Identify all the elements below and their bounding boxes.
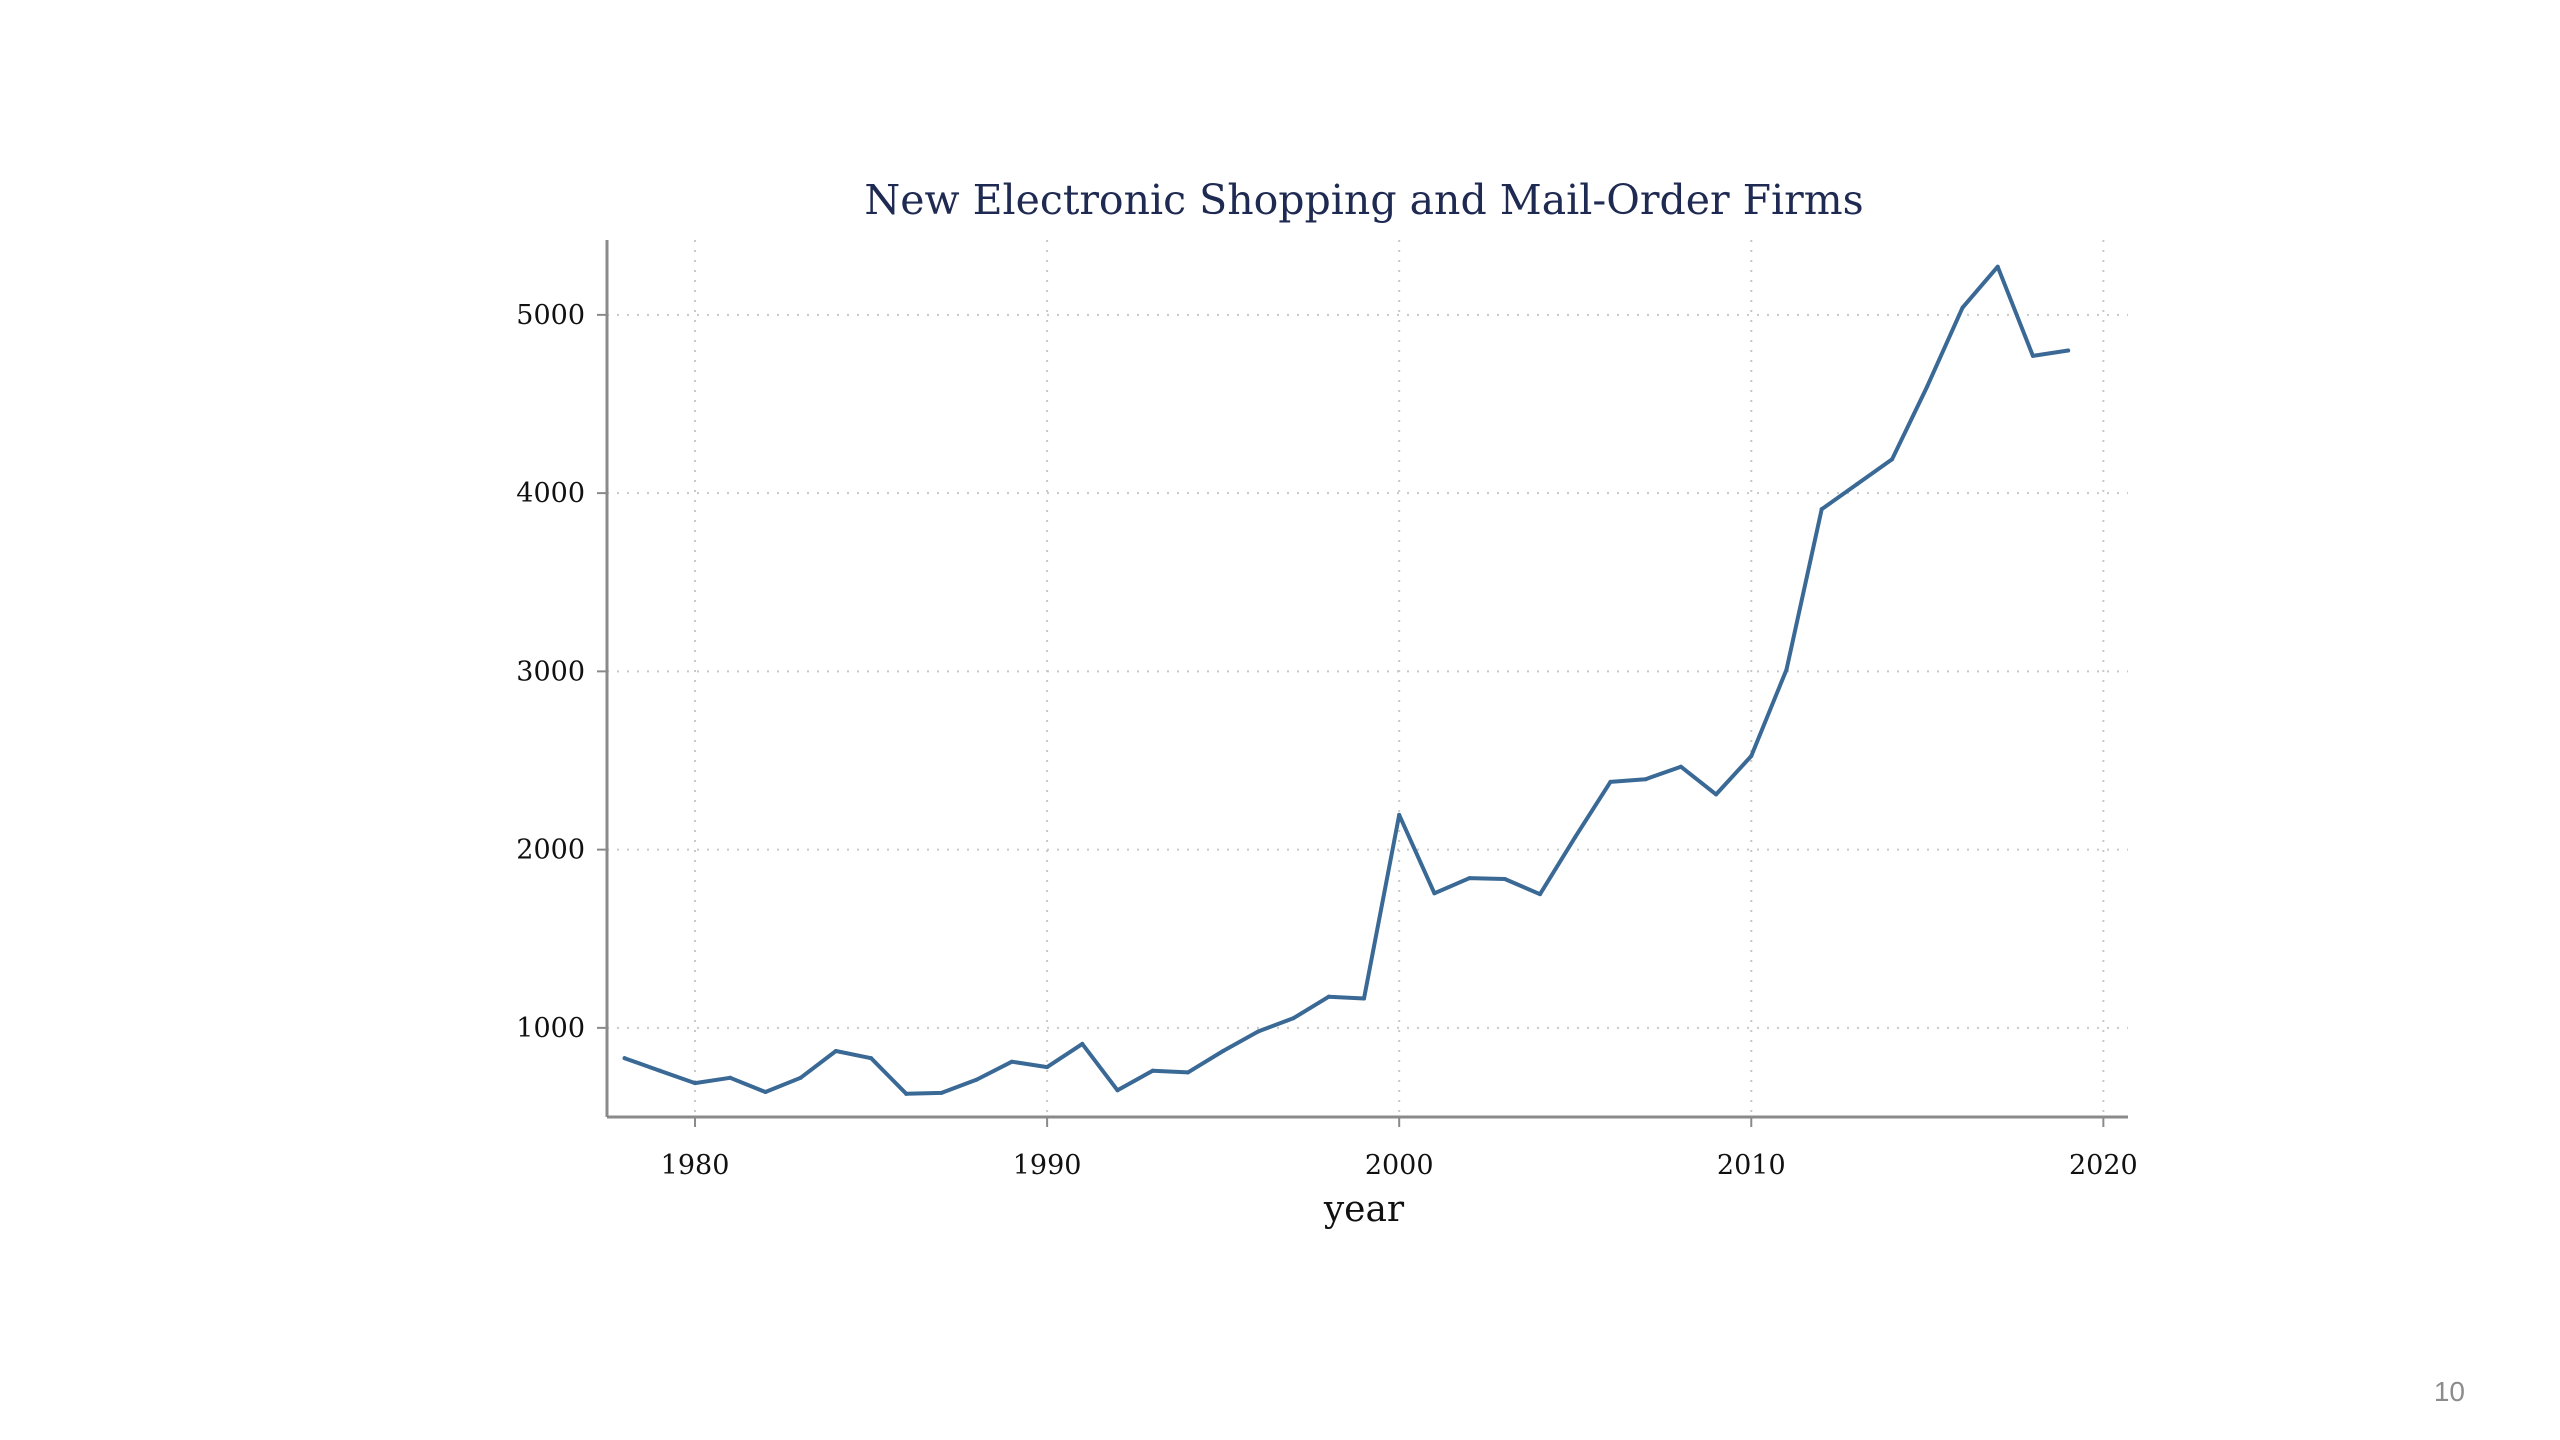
x-tick-label: 2000 <box>1365 1150 1434 1181</box>
data-point <box>904 1091 909 1096</box>
data-point <box>1291 1016 1296 1021</box>
data-point <box>833 1049 838 1054</box>
data-point <box>1890 457 1895 462</box>
data-point <box>1749 754 1754 759</box>
data-point <box>657 1068 662 1073</box>
data-point <box>1115 1088 1120 1093</box>
data-point <box>1432 891 1437 896</box>
data-point <box>1960 305 1965 310</box>
data-point <box>1080 1041 1085 1046</box>
data-point <box>1854 482 1859 487</box>
data-point <box>1643 777 1648 782</box>
data-point <box>1573 835 1578 840</box>
data-point <box>1397 812 1402 817</box>
data-point <box>1784 667 1789 672</box>
data-point <box>1714 792 1719 797</box>
y-axis-ticks: 1000 2000 3000 4000 5000 <box>516 300 607 1044</box>
x-axis-ticks: 1980 1990 2000 2010 2020 <box>661 1117 2138 1181</box>
x-tick-label: 1980 <box>661 1150 730 1181</box>
data-point <box>1361 996 1366 1001</box>
data-point <box>974 1077 979 1082</box>
data-point <box>1221 1049 1226 1054</box>
data-point <box>1185 1070 1190 1075</box>
data-point <box>763 1090 768 1095</box>
x-tick-label: 2020 <box>2069 1150 2138 1181</box>
data-point <box>2030 353 2035 358</box>
series-layer <box>622 264 2071 1096</box>
data-point <box>2066 348 2071 353</box>
data-point <box>1925 384 1930 389</box>
series-line <box>622 264 2071 1096</box>
data-point <box>1678 764 1683 769</box>
data-point <box>869 1056 874 1061</box>
grid-lines <box>607 240 2128 1117</box>
x-axis-label: year <box>1323 1189 1405 1230</box>
data-point <box>1150 1068 1155 1073</box>
data-point <box>1467 876 1472 881</box>
data-point <box>693 1081 698 1086</box>
y-tick-label: 3000 <box>516 656 585 687</box>
data-point <box>1608 779 1613 784</box>
axes <box>605 240 2128 1119</box>
data-point <box>1819 507 1824 512</box>
y-tick-label: 2000 <box>516 835 585 866</box>
data-point <box>622 1056 627 1061</box>
data-point <box>728 1075 733 1080</box>
data-point <box>1538 892 1543 897</box>
data-point <box>798 1075 803 1080</box>
x-tick-label: 2010 <box>1717 1150 1786 1181</box>
y-tick-label: 1000 <box>516 1013 585 1044</box>
data-point <box>1009 1059 1014 1064</box>
data-point <box>1995 264 2000 269</box>
data-point <box>1502 877 1507 882</box>
data-point <box>1326 994 1331 999</box>
chart-title: New Electronic Shopping and Mail-Order F… <box>864 176 1863 224</box>
data-point <box>939 1090 944 1095</box>
data-point <box>1256 1029 1261 1034</box>
slide-number: 10 <box>2433 1376 2465 1407</box>
y-tick-label: 5000 <box>516 300 585 331</box>
data-point <box>1045 1065 1050 1070</box>
x-tick-label: 1990 <box>1013 1150 1082 1181</box>
y-tick-label: 4000 <box>516 478 585 509</box>
